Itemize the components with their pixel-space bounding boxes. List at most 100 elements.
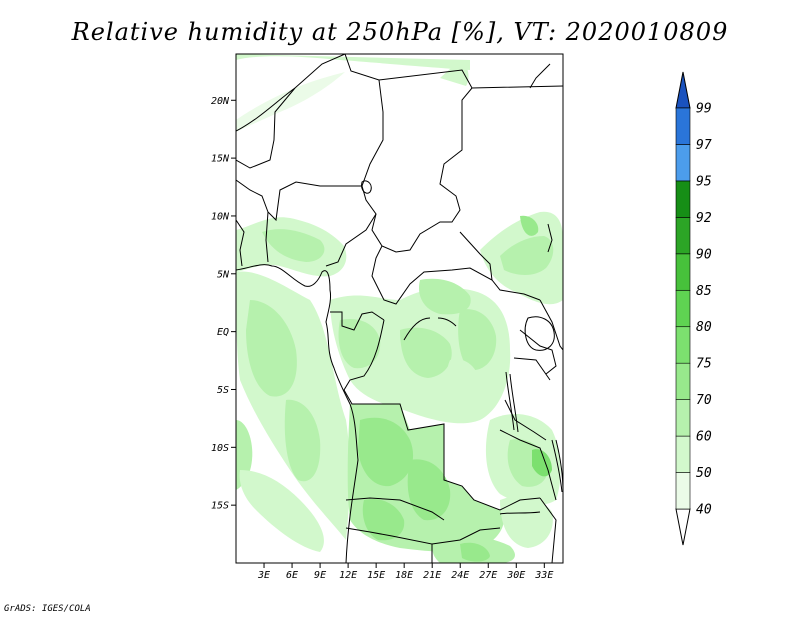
humidity-region	[262, 229, 325, 262]
border-segment	[265, 211, 269, 263]
colorbar-swatch	[675, 472, 691, 510]
humidity-region	[446, 359, 480, 404]
lat-tick-label: 20N	[211, 96, 230, 107]
border-segment	[519, 329, 557, 375]
border-segment	[499, 429, 557, 501]
lat-tick-label: 10S	[211, 443, 229, 454]
colorbar: 40 50 60 70 75 80 85 90 92 95 97 99	[675, 71, 712, 546]
humidity-region	[358, 417, 414, 487]
lat-tick-label: 10N	[211, 211, 230, 222]
lat-tick-label: 5N	[217, 269, 230, 280]
humidity-region	[362, 498, 405, 541]
colorbar-swatch	[675, 362, 691, 400]
humidity-region	[407, 459, 451, 521]
humidity-region	[500, 496, 553, 548]
lake-chad	[361, 180, 372, 194]
border-segment	[513, 357, 551, 381]
lon-tick-label: 6E	[286, 570, 298, 581]
lon-tick-label: 9E	[314, 570, 326, 581]
border-segment	[236, 219, 245, 267]
humidity-region	[236, 72, 345, 132]
lat-tick-label: EQ	[217, 327, 229, 338]
country-borders	[236, 54, 563, 563]
border-segment	[330, 311, 385, 331]
colorbar-label: 40	[696, 503, 712, 518]
lon-tick-label: 27E	[479, 570, 497, 581]
border-segment	[459, 231, 493, 281]
colorbar-label: 95	[696, 174, 712, 189]
border-segment	[343, 319, 445, 448]
colorbar-label: 70	[696, 393, 712, 408]
humidity-region	[532, 449, 552, 477]
border-segment	[539, 497, 557, 563]
lon-tick-label: 33E	[534, 570, 553, 581]
colorbar-label: 80	[696, 320, 712, 335]
humidity-region	[239, 470, 324, 552]
humidity-region	[418, 278, 471, 315]
lon-tick-label: 12E	[339, 570, 357, 581]
lon-tick-label: 3E	[257, 570, 270, 581]
border-segment	[539, 299, 563, 351]
lat-tick-label: 15S	[211, 501, 229, 512]
humidity-region	[458, 309, 497, 371]
humidity-region	[338, 318, 381, 369]
latitude-axis: 20N 15N 10N 5N EQ 5S 10S 15S	[211, 96, 236, 512]
lat-tick-label: 5S	[217, 385, 229, 396]
lake-victoria	[524, 316, 555, 351]
colorbar-label: 99	[696, 102, 712, 117]
colorbar-swatch	[675, 399, 691, 437]
border-segment	[443, 448, 541, 511]
colorbar-label: 92	[696, 211, 712, 226]
humidity-region	[500, 236, 554, 275]
colorbar-swatch	[675, 217, 691, 255]
border-segment	[345, 527, 433, 563]
border-segment	[325, 213, 377, 267]
coastline-lake-albert	[547, 223, 553, 253]
lake-kariba	[499, 511, 541, 515]
border-segment	[361, 79, 473, 253]
colorbar-swatch	[675, 326, 691, 364]
coastline-red-sea	[529, 63, 551, 89]
humidity-region	[520, 215, 539, 236]
river-segment	[403, 317, 457, 341]
colorbar-below-triangle	[675, 508, 691, 546]
colorbar-label: 75	[696, 357, 712, 372]
border-segment	[236, 87, 296, 169]
border-segment	[236, 179, 362, 222]
lon-tick-label: 21E	[423, 570, 441, 581]
colorbar-swatch	[675, 107, 691, 145]
coastline	[236, 264, 359, 563]
longitude-axis: 3E 6E 9E 12E 15E 18E 21E 24E 27E 30E 33E	[257, 563, 553, 581]
colorbar-label: 90	[696, 247, 712, 262]
border-segment	[504, 399, 547, 441]
humidity-region	[236, 54, 470, 70]
humidity-region	[460, 542, 490, 562]
colorbar-label: 97	[696, 138, 712, 153]
humidity-region	[440, 60, 469, 86]
colorbar-label: 50	[696, 466, 712, 481]
humidity-region	[400, 327, 452, 378]
border-segment	[431, 527, 501, 545]
lon-tick-label: 24E	[451, 570, 469, 581]
colorbar-swatch	[675, 289, 691, 328]
grads-credit: GrADS: IGES/COLA	[4, 604, 91, 614]
colorbar-label: 60	[696, 430, 712, 445]
colorbar-swatch	[675, 435, 691, 473]
colorbar-swatch	[675, 180, 691, 218]
colorbar-above-triangle	[675, 71, 691, 109]
colorbar-label: 85	[696, 284, 712, 299]
humidity-shading	[236, 54, 563, 563]
lon-tick-label: 30E	[506, 570, 525, 581]
colorbar-swatch	[675, 144, 691, 182]
lake-tanganyika	[505, 371, 519, 433]
colorbar-swatch	[675, 253, 691, 291]
map-title: Relative humidity at 250hPa [%], VT: 202…	[71, 18, 729, 46]
humidity-region	[246, 300, 297, 397]
border-segment	[344, 54, 563, 89]
map-frame	[235, 53, 564, 564]
lon-tick-label: 18E	[395, 570, 413, 581]
border-segment	[345, 497, 445, 521]
lat-tick-label: 15N	[211, 154, 230, 165]
lon-tick-label: 15E	[367, 570, 385, 581]
